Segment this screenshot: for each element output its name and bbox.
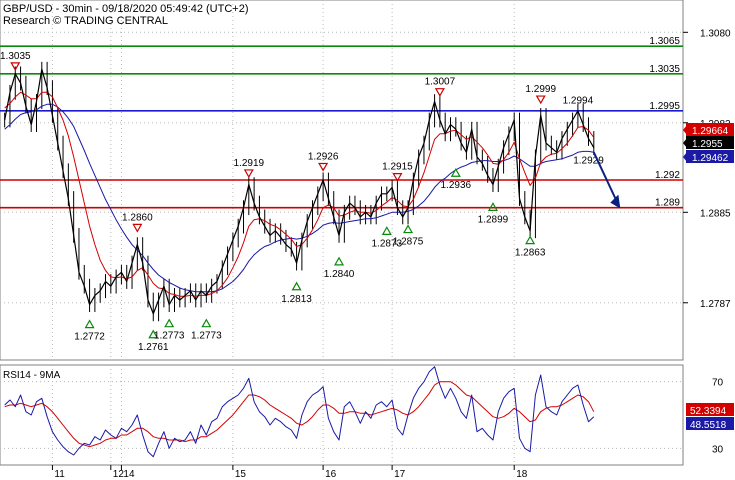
rsi-badge-label: 52.3394 <box>690 406 727 417</box>
ma-fast-line <box>4 91 595 297</box>
rsi-badge-label: 48.5518 <box>690 420 727 431</box>
price-tick-label: 1.2787 <box>700 299 731 310</box>
low-marker <box>164 318 175 328</box>
low-label: 1.2772 <box>74 332 105 343</box>
low-label: 1.2936 <box>441 180 472 191</box>
level-label: 1.292 <box>655 170 680 181</box>
rsi-badge <box>686 403 734 416</box>
price-badge <box>686 123 734 136</box>
high-marker <box>10 62 21 72</box>
price-badge-pointer <box>683 138 687 148</box>
price-badges: 1.29664 1.2955 1.29462 52.3394 48.5518 <box>683 123 734 431</box>
level-label: 1.289 <box>655 198 680 209</box>
forecast-arrow-shaft <box>592 151 619 204</box>
rsi-ma-line <box>4 381 595 448</box>
level-lines: 1.3065 1.3035 1.2995 1.292 1.289 <box>0 36 683 209</box>
high-label: 1.2919 <box>234 158 265 169</box>
x-tick-label: 12 <box>113 469 125 480</box>
low-marker <box>148 329 159 339</box>
chart-subtitle: Research © TRADING CENTRAL <box>3 15 168 27</box>
price-badge <box>686 136 734 149</box>
low-marker <box>334 256 345 266</box>
price-badge-pointer <box>683 152 687 162</box>
x-tick-label: 11 <box>54 469 65 480</box>
low-marker <box>487 202 498 211</box>
high-marker <box>434 88 445 97</box>
low-marker <box>381 226 392 235</box>
price-badge-label: 1.29664 <box>692 126 729 137</box>
price-tick-label: 1.2885 <box>700 208 731 219</box>
price-line <box>4 68 595 315</box>
low-label: 1.2899 <box>478 214 509 225</box>
rsi-line <box>4 366 595 458</box>
rsi-tick-label: 70 <box>712 378 724 389</box>
low-marker <box>84 319 95 329</box>
x-tick-label: 17 <box>394 469 406 480</box>
high-label: 1.2860 <box>122 212 153 223</box>
level-label: 1.2995 <box>649 101 680 112</box>
low-marker <box>403 224 414 234</box>
price-series <box>4 61 595 322</box>
rsi-tick-label: 30 <box>712 444 724 455</box>
forecast-arrow-head <box>610 194 621 209</box>
high-marker <box>535 95 546 105</box>
price-tick-label: 1.3080 <box>700 28 731 39</box>
high-marker <box>318 162 329 172</box>
rsi-grid <box>0 365 683 465</box>
low-marker <box>450 168 461 177</box>
value-label: 1.2929 <box>573 156 604 167</box>
high-label: 1.3007 <box>425 77 456 88</box>
chart-title: GBP/USD - 30min - 09/18/2020 05:49:42 (U… <box>3 3 248 15</box>
low-marker <box>291 281 302 291</box>
price-badge-pointer <box>683 125 687 135</box>
high-label: 1.2999 <box>525 84 556 95</box>
x-tick-label: 18 <box>516 469 528 480</box>
low-label: 1.2840 <box>324 269 355 280</box>
price-badge-label: 1.2955 <box>692 139 723 150</box>
ma-slow-line <box>4 103 594 293</box>
price-badge <box>686 150 734 163</box>
low-label: 1.2773 <box>154 331 185 342</box>
rsi-series <box>4 366 595 458</box>
level-label: 1.3065 <box>649 36 680 47</box>
level-label: 1.3035 <box>649 64 680 75</box>
low-label: 1.2875 <box>393 237 424 248</box>
low-label: 1.2773 <box>191 331 222 342</box>
value-label: 1.2994 <box>563 96 594 107</box>
low-marker <box>201 318 212 328</box>
high-label: 1.2926 <box>308 151 339 162</box>
low-label: 1.2863 <box>515 248 546 259</box>
price-badge-label: 1.29462 <box>692 153 729 164</box>
rsi-title: RSI14 - 9MA <box>3 370 61 381</box>
high-marker <box>243 169 254 179</box>
high-label: 1.3035 <box>0 51 31 62</box>
rsi-panel-frame <box>0 364 684 466</box>
x-tick-label: 15 <box>235 469 247 480</box>
low-marker <box>525 235 536 245</box>
low-label: 1.2873 <box>372 238 403 249</box>
rsi-badge <box>686 417 734 430</box>
x-tick-label: 16 <box>325 469 337 480</box>
high-label: 1.2915 <box>382 162 413 173</box>
low-label: 1.2813 <box>281 294 312 305</box>
high-marker <box>132 223 143 233</box>
low-label: 1.2761 <box>138 342 169 353</box>
high-marker <box>392 173 403 182</box>
x-tick-label: 14 <box>123 469 135 480</box>
